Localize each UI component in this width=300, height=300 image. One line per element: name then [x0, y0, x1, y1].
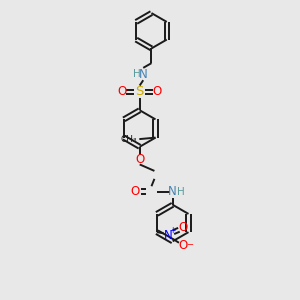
- Text: +: +: [169, 226, 176, 235]
- Text: O: O: [135, 153, 144, 166]
- Text: O: O: [131, 185, 140, 198]
- Text: H: H: [133, 69, 141, 79]
- Text: O: O: [153, 85, 162, 98]
- Text: CH₃: CH₃: [121, 135, 137, 144]
- Text: H: H: [177, 187, 185, 196]
- Text: N: N: [139, 68, 148, 81]
- Text: N: N: [168, 185, 177, 198]
- Text: O: O: [179, 221, 188, 234]
- Text: O: O: [179, 238, 188, 252]
- Text: S: S: [136, 85, 144, 98]
- Text: −: −: [186, 240, 193, 249]
- Text: O: O: [117, 85, 127, 98]
- Text: N: N: [164, 229, 172, 242]
